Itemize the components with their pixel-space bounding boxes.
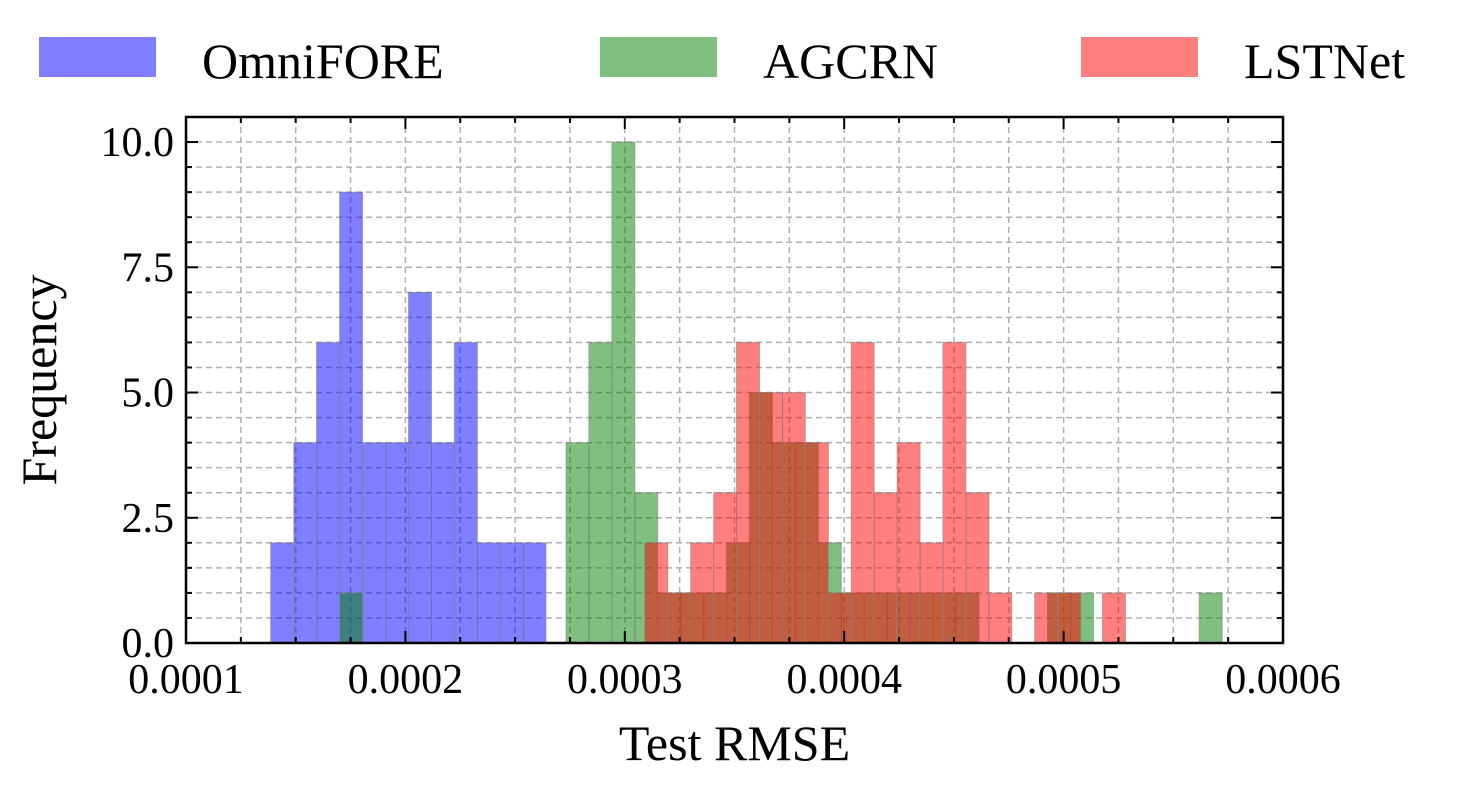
bar-omnifore — [270, 542, 295, 644]
y-tick-label: 10.0 — [101, 120, 175, 166]
bar-lstnet — [896, 442, 921, 644]
bar-omnifore — [476, 542, 501, 644]
y-tick-label: 5.0 — [122, 371, 175, 417]
y-tick-label: 0.0 — [122, 621, 175, 667]
legend-label: AGCRN — [763, 33, 938, 89]
bar-lstnet — [644, 542, 669, 644]
bar-omnifore — [453, 341, 478, 644]
bar-omnifore — [316, 341, 341, 644]
bar-lstnet — [735, 341, 761, 644]
bar-lstnet — [1057, 592, 1082, 644]
bar-lstnet — [804, 442, 829, 644]
legend: OmniFORE AGCRN LSTNet — [39, 33, 1405, 89]
legend-swatch — [600, 37, 717, 77]
legend-item-agcrn: AGCRN — [600, 33, 938, 89]
tick-labels: 0.0001 0.0002 0.0003 0.0004 0.0005 0.0006 0.0 2… — [101, 120, 1341, 703]
legend-label: LSTNet — [1244, 33, 1405, 89]
bars — [270, 141, 1223, 644]
x-axis-label: Test RMSE — [619, 715, 850, 771]
bar-lstnet — [1101, 592, 1126, 644]
series-lstnet — [644, 341, 1126, 644]
bar-lstnet — [850, 341, 875, 644]
bar-lstnet — [988, 592, 1013, 644]
bar-lstnet — [942, 341, 967, 644]
x-tick-label: 0.0001 — [128, 657, 244, 703]
x-tick-label: 0.0005 — [1006, 657, 1122, 703]
bar-omnifore — [293, 442, 318, 644]
bar-agcrn — [611, 141, 636, 644]
series-omnifore — [270, 191, 547, 644]
x-tick-label: 0.0004 — [786, 657, 902, 703]
bar-agcrn — [339, 592, 364, 644]
bar-lstnet — [690, 542, 715, 644]
bar-agcrn — [565, 442, 590, 644]
bar-lstnet — [759, 392, 784, 644]
plot-frame — [184, 115, 1285, 645]
bar-lstnet — [827, 592, 852, 644]
x-tick-label: 0.0003 — [567, 657, 683, 703]
x-tick-label: 0.0006 — [1225, 657, 1341, 703]
bar-agcrn — [1198, 592, 1223, 644]
legend-item-omnifore: OmniFORE — [39, 33, 444, 89]
y-axis-label: Frequency — [11, 274, 67, 485]
bar-omnifore — [407, 291, 433, 644]
bar-omnifore — [384, 442, 409, 644]
bar-lstnet — [873, 492, 898, 644]
legend-item-lstnet: LSTNet — [1081, 33, 1405, 89]
bar-omnifore — [430, 442, 455, 644]
bar-lstnet — [713, 492, 738, 644]
legend-swatch — [39, 37, 156, 77]
bar-agcrn — [588, 341, 613, 644]
bar-omnifore — [339, 191, 364, 644]
legend-swatch — [1081, 37, 1198, 77]
y-tick-label: 7.5 — [122, 245, 175, 291]
bar-lstnet — [965, 492, 990, 644]
x-tick-label: 0.0002 — [348, 657, 464, 703]
bar-lstnet — [919, 542, 944, 644]
bar-lstnet — [667, 592, 692, 644]
bar-omnifore — [362, 442, 387, 644]
bar-omnifore — [522, 542, 547, 644]
bar-omnifore — [499, 542, 524, 644]
y-tick-label: 2.5 — [122, 496, 175, 542]
bar-lstnet — [781, 392, 806, 644]
legend-label: OmniFORE — [202, 33, 444, 89]
bar-lstnet — [1034, 592, 1059, 644]
